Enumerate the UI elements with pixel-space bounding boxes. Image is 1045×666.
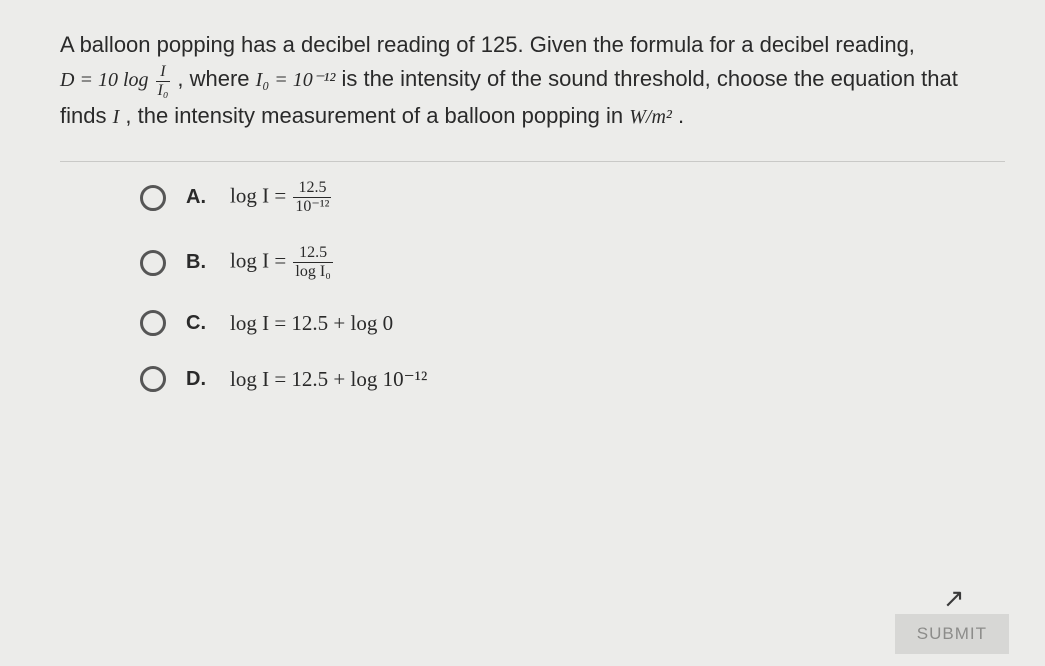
divider — [60, 161, 1005, 162]
answer-formula-b: log I = 12.5 log I₀ — [230, 245, 335, 280]
answer-formula-d: log I = 12.5 + log 10⁻¹² — [230, 367, 427, 392]
answer-option-d[interactable]: D. log I = 12.5 + log 10⁻¹² — [140, 366, 1005, 392]
answer-formula-a: log I = 12.5 10⁻¹² — [230, 180, 333, 215]
answer-option-b[interactable]: B. log I = 12.5 log I₀ — [140, 245, 1005, 280]
answer-option-a[interactable]: A. log I = 12.5 10⁻¹² — [140, 180, 1005, 215]
q-seg-1: A balloon popping has a decibel reading … — [60, 32, 915, 57]
frac-den: I₀ — [156, 82, 171, 99]
radio-c[interactable] — [140, 310, 166, 336]
question-text: A balloon popping has a decibel reading … — [60, 28, 1005, 133]
formula-I0: I₀ = 10⁻¹² — [256, 69, 336, 91]
answer-letter: D. — [186, 368, 210, 391]
q-seg-2: , where — [177, 66, 255, 91]
answer-letter: A. — [186, 186, 210, 209]
submit-button[interactable]: SUBMIT — [895, 614, 1009, 654]
answer-b-fraction: 12.5 log I₀ — [293, 245, 332, 280]
formula-lhs: D = 10 log — [60, 69, 149, 91]
fraction-I-over-I0: I I₀ — [156, 64, 171, 99]
answer-a-fraction: 12.5 10⁻¹² — [293, 180, 331, 215]
answer-letter: C. — [186, 312, 210, 335]
q-seg-5: . — [678, 103, 684, 128]
q-seg-4: , the intensity measurement of a balloon… — [125, 103, 629, 128]
answer-letter: B. — [186, 251, 210, 274]
radio-d[interactable] — [140, 366, 166, 392]
radio-b[interactable] — [140, 250, 166, 276]
cursor-icon: ↖ — [943, 583, 965, 614]
unit-wm2: W/m² — [629, 106, 672, 128]
var-I: I — [113, 106, 120, 128]
formula-decibel: D = 10 log I I₀ — [60, 69, 177, 91]
answer-list: A. log I = 12.5 10⁻¹² B. log I = 12.5 lo… — [60, 180, 1005, 392]
radio-a[interactable] — [140, 185, 166, 211]
answer-option-c[interactable]: C. log I = 12.5 + log 0 — [140, 310, 1005, 336]
question-page: A balloon popping has a decibel reading … — [0, 0, 1045, 392]
frac-num: I — [156, 64, 171, 82]
answer-formula-c: log I = 12.5 + log 0 — [230, 311, 393, 336]
